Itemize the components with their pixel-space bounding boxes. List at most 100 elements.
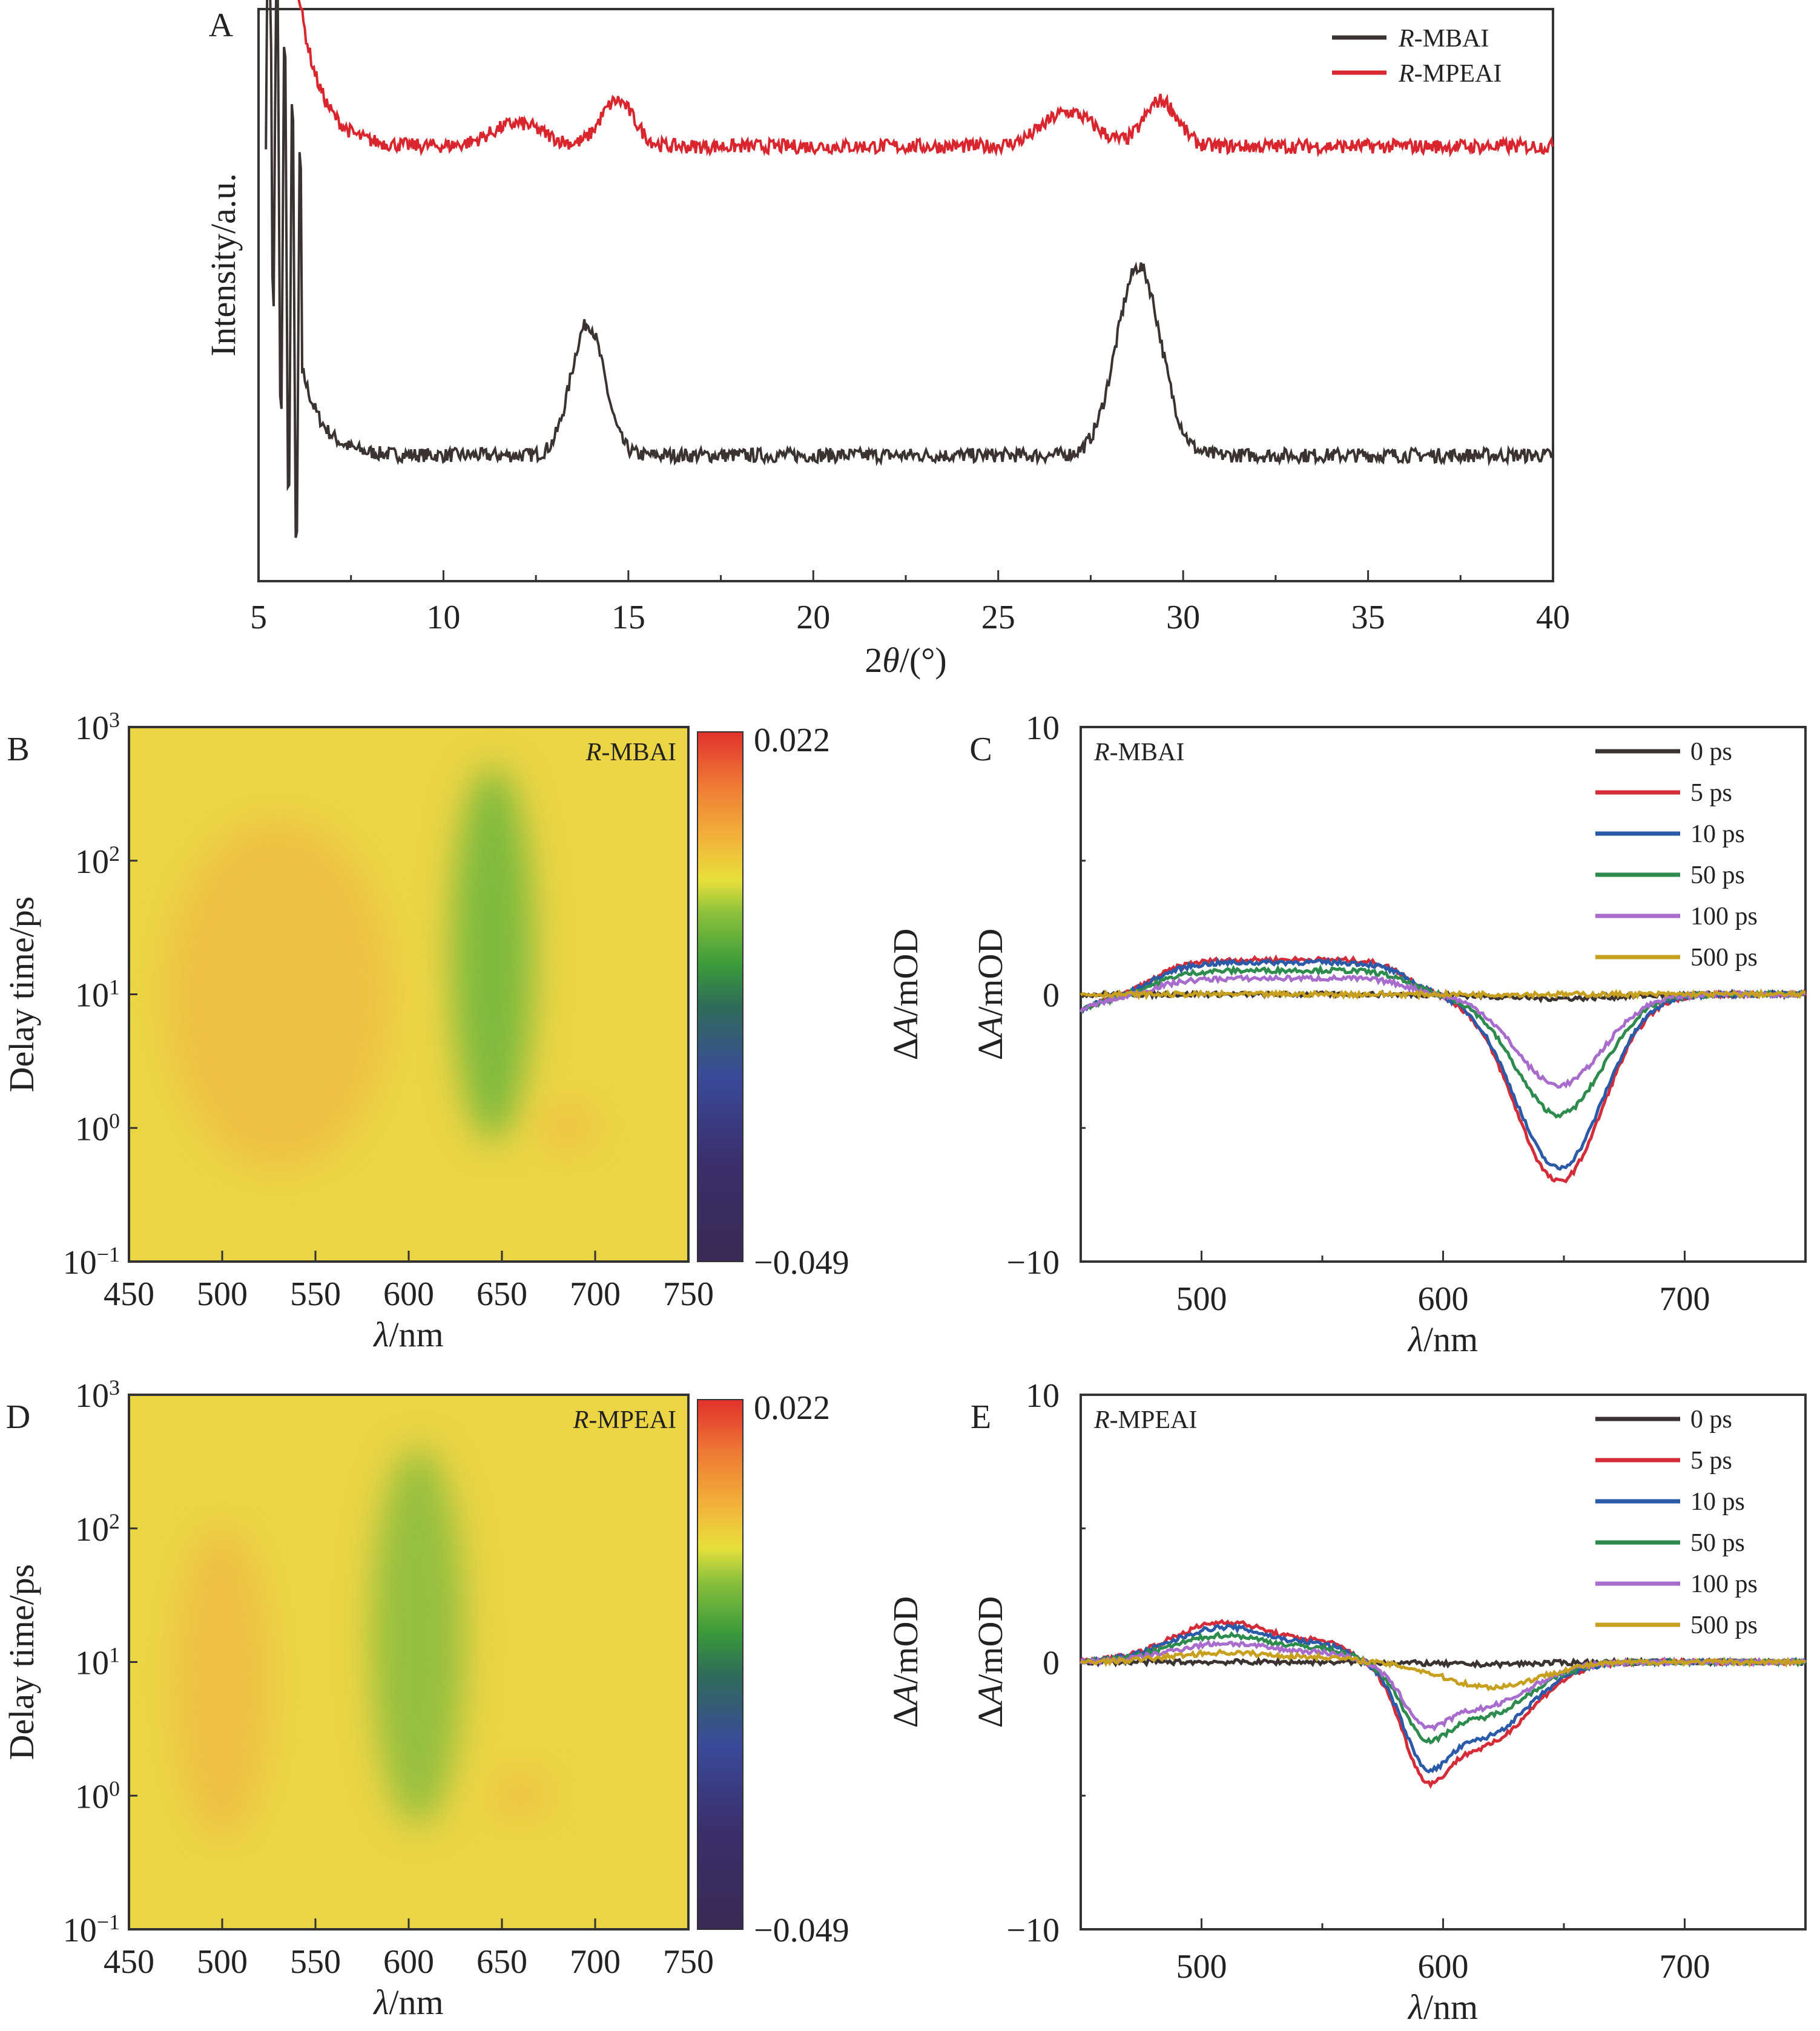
x-tick-label-a: 20 bbox=[796, 599, 830, 636]
legend-label: 0 ps bbox=[1690, 1406, 1732, 1434]
legend-label: 100 ps bbox=[1690, 1570, 1758, 1598]
x-tick-label: 750 bbox=[663, 1943, 714, 1981]
legend-label: 5 ps bbox=[1690, 1447, 1732, 1475]
legend-label: 500 ps bbox=[1690, 1611, 1758, 1639]
x-tick-label: 500 bbox=[1176, 1948, 1227, 1986]
y-tick-label: 103 bbox=[75, 1375, 120, 1415]
y-tick-label: 102 bbox=[75, 1509, 120, 1549]
x-axis-label: λ/nm bbox=[372, 1315, 443, 1354]
legend-label: 10 ps bbox=[1690, 1488, 1745, 1516]
colorbar bbox=[697, 731, 743, 1262]
x-tick-label: 500 bbox=[197, 1276, 248, 1313]
series-line-r-mpeai bbox=[297, 0, 1554, 158]
series-line-r-mbai bbox=[265, 0, 1554, 538]
series-line-500ps bbox=[1080, 988, 1806, 1001]
heatmap-feature-bleach bbox=[451, 767, 534, 1141]
x-tick-label: 450 bbox=[104, 1276, 154, 1313]
colorbar-label: ΔA/mOD bbox=[886, 1596, 925, 1728]
heatmap-feature-absorption bbox=[176, 1528, 269, 1836]
x-axis-label-a: 2θ/(°) bbox=[865, 640, 946, 680]
x-tick-label: 650 bbox=[476, 1276, 527, 1313]
x-tick-label: 450 bbox=[104, 1943, 154, 1981]
heatmap-feature-absorption bbox=[492, 1772, 549, 1817]
legend-label: 50 ps bbox=[1690, 861, 1745, 889]
y-tick-label: 10 bbox=[1026, 709, 1060, 747]
x-tick-label: 550 bbox=[290, 1276, 341, 1313]
panel-label-b: B bbox=[7, 731, 29, 768]
heatmap-feature-absorption bbox=[166, 820, 391, 1168]
y-axis-label-a: Intensity/a.u. bbox=[203, 173, 243, 357]
x-axis-label: λ/nm bbox=[372, 1983, 443, 2022]
legend-label: 50 ps bbox=[1690, 1529, 1745, 1557]
panel-label-e: E bbox=[971, 1398, 991, 1436]
panel-d: D R-MPEAI 450 500 550 600 650 700 750 λ/nm 10−1 100… bbox=[2, 1375, 925, 2022]
x-tick-label: 500 bbox=[1176, 1280, 1227, 1318]
x-tick-label: 600 bbox=[383, 1943, 434, 1981]
series-line-10ps bbox=[1080, 956, 1806, 1171]
y-axis-label: Delay time/ps bbox=[2, 897, 41, 1093]
heatmap-feature-absorption bbox=[539, 1104, 595, 1149]
colorbar-max-label: 0.022 bbox=[754, 722, 830, 759]
y-tick-label: 10 bbox=[1026, 1377, 1060, 1415]
heatmap-sample-label: R-MBAI bbox=[585, 739, 676, 766]
x-tick-label-a: 5 bbox=[250, 599, 267, 636]
heatmap-cells bbox=[176, 1447, 549, 1836]
panel-e: E 500 600 700 −10 0 10 λ/nm ΔA/mOD R-MPEAI 0 ps 5 p… bbox=[971, 1377, 1807, 2027]
colorbar bbox=[697, 1399, 743, 1930]
sample-label: R-MBAI bbox=[1093, 739, 1184, 766]
legend-label: R-MBAI bbox=[1398, 25, 1489, 53]
x-tick-label-a: 40 bbox=[1536, 599, 1570, 636]
legend-label: 0 ps bbox=[1690, 738, 1732, 766]
x-tick-label-a: 25 bbox=[981, 599, 1015, 636]
x-tick-label: 600 bbox=[383, 1276, 434, 1313]
plot-frame-a bbox=[257, 8, 1554, 582]
y-tick-label: 10−1 bbox=[63, 1242, 120, 1282]
x-tick-label: 600 bbox=[1418, 1280, 1469, 1318]
x-tick-label: 700 bbox=[570, 1276, 621, 1313]
x-tick-label: 650 bbox=[476, 1943, 527, 1981]
x-tick-label: 750 bbox=[663, 1276, 714, 1313]
y-tick-label: 0 bbox=[1043, 977, 1060, 1015]
legend-label: R-MPEAI bbox=[1398, 60, 1502, 88]
panel-b: B R-MBAI 450 500 550 600 650 700 750 λ/nm 10−1 100 1… bbox=[2, 708, 925, 1354]
sample-label: R-MPEAI bbox=[1093, 1406, 1197, 1434]
x-tick-label: 550 bbox=[290, 1943, 341, 1981]
legend-label: 10 ps bbox=[1690, 820, 1745, 848]
y-tick-label: −10 bbox=[1006, 1244, 1060, 1282]
y-tick-label: 100 bbox=[75, 1776, 120, 1815]
y-axis-label: ΔA/mOD bbox=[971, 929, 1010, 1061]
x-tick-label: 500 bbox=[197, 1943, 248, 1981]
y-tick-label: 101 bbox=[75, 975, 120, 1015]
x-tick-label: 700 bbox=[1660, 1280, 1710, 1318]
series-line-50ps bbox=[1080, 964, 1806, 1119]
y-tick-label: 101 bbox=[75, 1643, 120, 1682]
x-axis-label: λ/nm bbox=[1407, 1987, 1478, 2027]
colorbar-max-label: 0.022 bbox=[754, 1389, 830, 1427]
colorbar-min-label: −0.049 bbox=[754, 1244, 849, 1282]
legend-label: 5 ps bbox=[1690, 779, 1732, 807]
y-axis-label: Delay time/ps bbox=[2, 1564, 41, 1760]
panel-c: C 500 600 700 −10 0 10 λ/nm ΔA/mOD R-MBAI 0 ps 5 ps… bbox=[969, 709, 1807, 1359]
x-tick-label: 700 bbox=[570, 1943, 621, 1981]
panel-a: A 5 10 15 20 25 30 35 40 2θ/(°) Intensity/a.u. R-MB… bbox=[203, 0, 1570, 680]
y-tick-label: 103 bbox=[75, 708, 120, 747]
x-tick-label-a: 15 bbox=[612, 599, 645, 636]
y-tick-label: 10−1 bbox=[63, 1910, 120, 1949]
series-line-5ps bbox=[1080, 954, 1807, 1183]
panel-label-a: A bbox=[209, 7, 234, 44]
heatmap-sample-label: R-MPEAI bbox=[573, 1406, 676, 1434]
y-axis-label: ΔA/mOD bbox=[971, 1596, 1010, 1728]
x-tick-label-a: 35 bbox=[1351, 599, 1385, 636]
legend-label: 500 ps bbox=[1690, 944, 1758, 972]
heatmap-cells bbox=[166, 767, 595, 1168]
series-line-500ps bbox=[1080, 1648, 1806, 1691]
panel-label-c: C bbox=[969, 731, 992, 768]
y-tick-label: 100 bbox=[75, 1108, 120, 1148]
legend-label: 100 ps bbox=[1690, 903, 1758, 930]
y-tick-label: 0 bbox=[1043, 1645, 1060, 1682]
x-tick-label-a: 10 bbox=[426, 599, 460, 636]
colorbar-min-label: −0.049 bbox=[754, 1912, 849, 1949]
x-tick-label: 700 bbox=[1660, 1948, 1710, 1986]
x-axis-label: λ/nm bbox=[1407, 1320, 1478, 1359]
